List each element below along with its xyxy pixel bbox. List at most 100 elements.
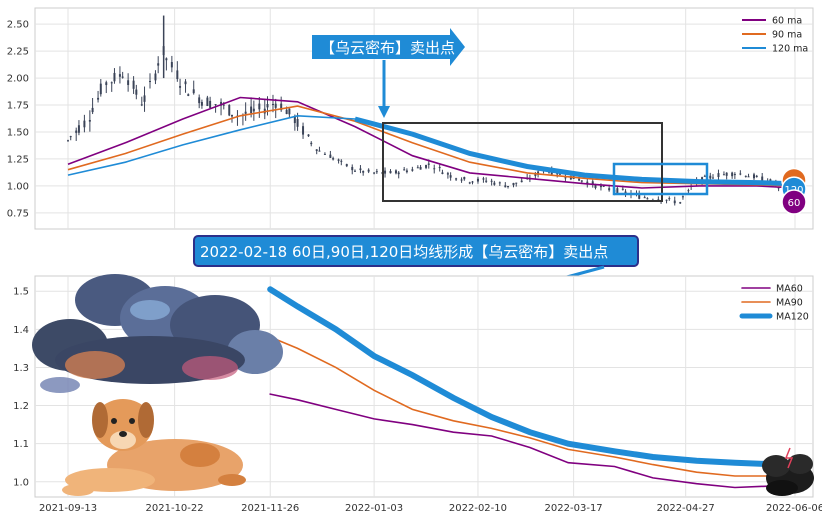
candle-body	[337, 159, 340, 161]
candle-body	[534, 173, 537, 177]
candle-body	[638, 194, 641, 199]
candle-body	[643, 197, 646, 199]
candle-body	[310, 142, 313, 145]
candle-body	[375, 171, 378, 173]
price-y-tick-label: 1.50	[7, 127, 29, 138]
price-y-tick-label: 1.25	[7, 154, 29, 165]
candle-body	[564, 177, 567, 179]
candle-body	[359, 168, 362, 171]
candle-body	[580, 180, 583, 182]
candle-body	[411, 169, 414, 171]
candle-body	[476, 178, 479, 182]
candle-body	[315, 149, 318, 152]
candle-body	[127, 80, 130, 86]
candle-body	[673, 200, 676, 204]
candle-body	[143, 95, 146, 102]
candle-body	[722, 174, 725, 176]
candle-body	[367, 169, 370, 172]
price-legend: 60 ma 90 ma 120 ma	[742, 16, 808, 55]
candle-body	[209, 100, 212, 108]
candle-body	[761, 176, 764, 182]
candle-body	[252, 108, 255, 112]
price-panel: 0.75 1.00 1.25 1.50 1.75 2.00 2.25 2.50 60 ma 90…	[7, 7, 814, 230]
price-y-axis: 0.75 1.00 1.25 1.50 1.75 2.00 2.25 2.50	[7, 20, 29, 220]
candle-body	[712, 177, 715, 179]
candle-body	[665, 199, 668, 201]
series-line-MA60	[269, 393, 796, 489]
candle-body	[148, 81, 151, 83]
candle-body	[427, 163, 430, 165]
candle-body	[75, 130, 78, 133]
candle-body	[121, 76, 124, 78]
candle-body	[507, 185, 510, 187]
candle-body	[621, 188, 624, 190]
candle-body	[558, 173, 561, 175]
candle-body	[105, 82, 108, 86]
ma-marker-60	[781, 189, 807, 215]
candle-body	[318, 150, 321, 152]
legend-label: 120 ma	[772, 44, 808, 55]
legend-label: MA60	[776, 284, 803, 295]
candle-body	[739, 173, 742, 175]
candle-body	[293, 116, 296, 124]
banner-text: 2022-02-18 60日,90日,120日均线形成【乌云密布】卖出点	[200, 243, 608, 261]
candle-body	[755, 175, 758, 178]
candle-body	[731, 172, 734, 177]
ma-lines	[267, 286, 798, 489]
ma-y-tick-label: 1.0	[13, 477, 29, 488]
candle-body	[340, 160, 343, 162]
candle-body	[373, 172, 376, 174]
legend-label: 60 ma	[772, 16, 802, 27]
candle-body	[274, 103, 277, 108]
candle-body	[135, 89, 138, 95]
candle-body	[725, 172, 728, 176]
candle-body	[280, 103, 283, 111]
candle-body	[471, 181, 474, 183]
candle-body	[384, 170, 387, 174]
candle-body	[165, 58, 168, 61]
candle-body	[616, 188, 619, 194]
candle-body	[302, 126, 305, 135]
candle-body	[646, 198, 649, 200]
candle-body	[332, 158, 335, 160]
highlight-box-small	[612, 162, 709, 196]
x-tick-label: 2021-10-22	[146, 503, 204, 514]
candle-body	[88, 119, 91, 122]
candle-body	[230, 114, 233, 117]
candle-body	[220, 101, 223, 106]
candle-body	[468, 182, 471, 184]
candle-body	[599, 185, 602, 188]
candle-body	[83, 120, 86, 128]
candle-body	[586, 181, 589, 185]
x-tick-label: 2022-04-27	[657, 503, 715, 514]
ma-y-tick-label: 1.1	[13, 439, 29, 450]
candle-body	[389, 170, 392, 174]
candle-body	[504, 185, 507, 188]
candle-body	[490, 180, 493, 182]
candle-body	[744, 175, 747, 177]
candle-body	[703, 175, 706, 177]
candle-body	[329, 154, 332, 158]
candle-body	[446, 173, 449, 175]
candle-body	[419, 167, 422, 170]
candle-body	[777, 187, 780, 189]
candle-body	[345, 164, 348, 167]
candle-body	[214, 104, 217, 106]
candle-body	[113, 72, 116, 82]
candle-body	[157, 63, 160, 66]
candle-body	[307, 134, 310, 137]
x-tick-label: 2021-11-26	[241, 503, 299, 514]
callout-pointer-head	[378, 106, 390, 118]
candle-body	[602, 185, 605, 187]
candle-body	[99, 83, 102, 95]
candle-body	[668, 198, 671, 200]
ma-legend: MA60 MA90 MA120	[739, 284, 809, 323]
ma-markers: 9012060	[781, 167, 807, 215]
candle-body	[394, 170, 397, 174]
candle-body	[192, 89, 195, 94]
callout-text: 【乌云密布】卖出点	[320, 39, 455, 57]
legend-label: MA90	[776, 298, 803, 309]
candle-body	[244, 111, 247, 114]
candle-body	[97, 97, 100, 100]
